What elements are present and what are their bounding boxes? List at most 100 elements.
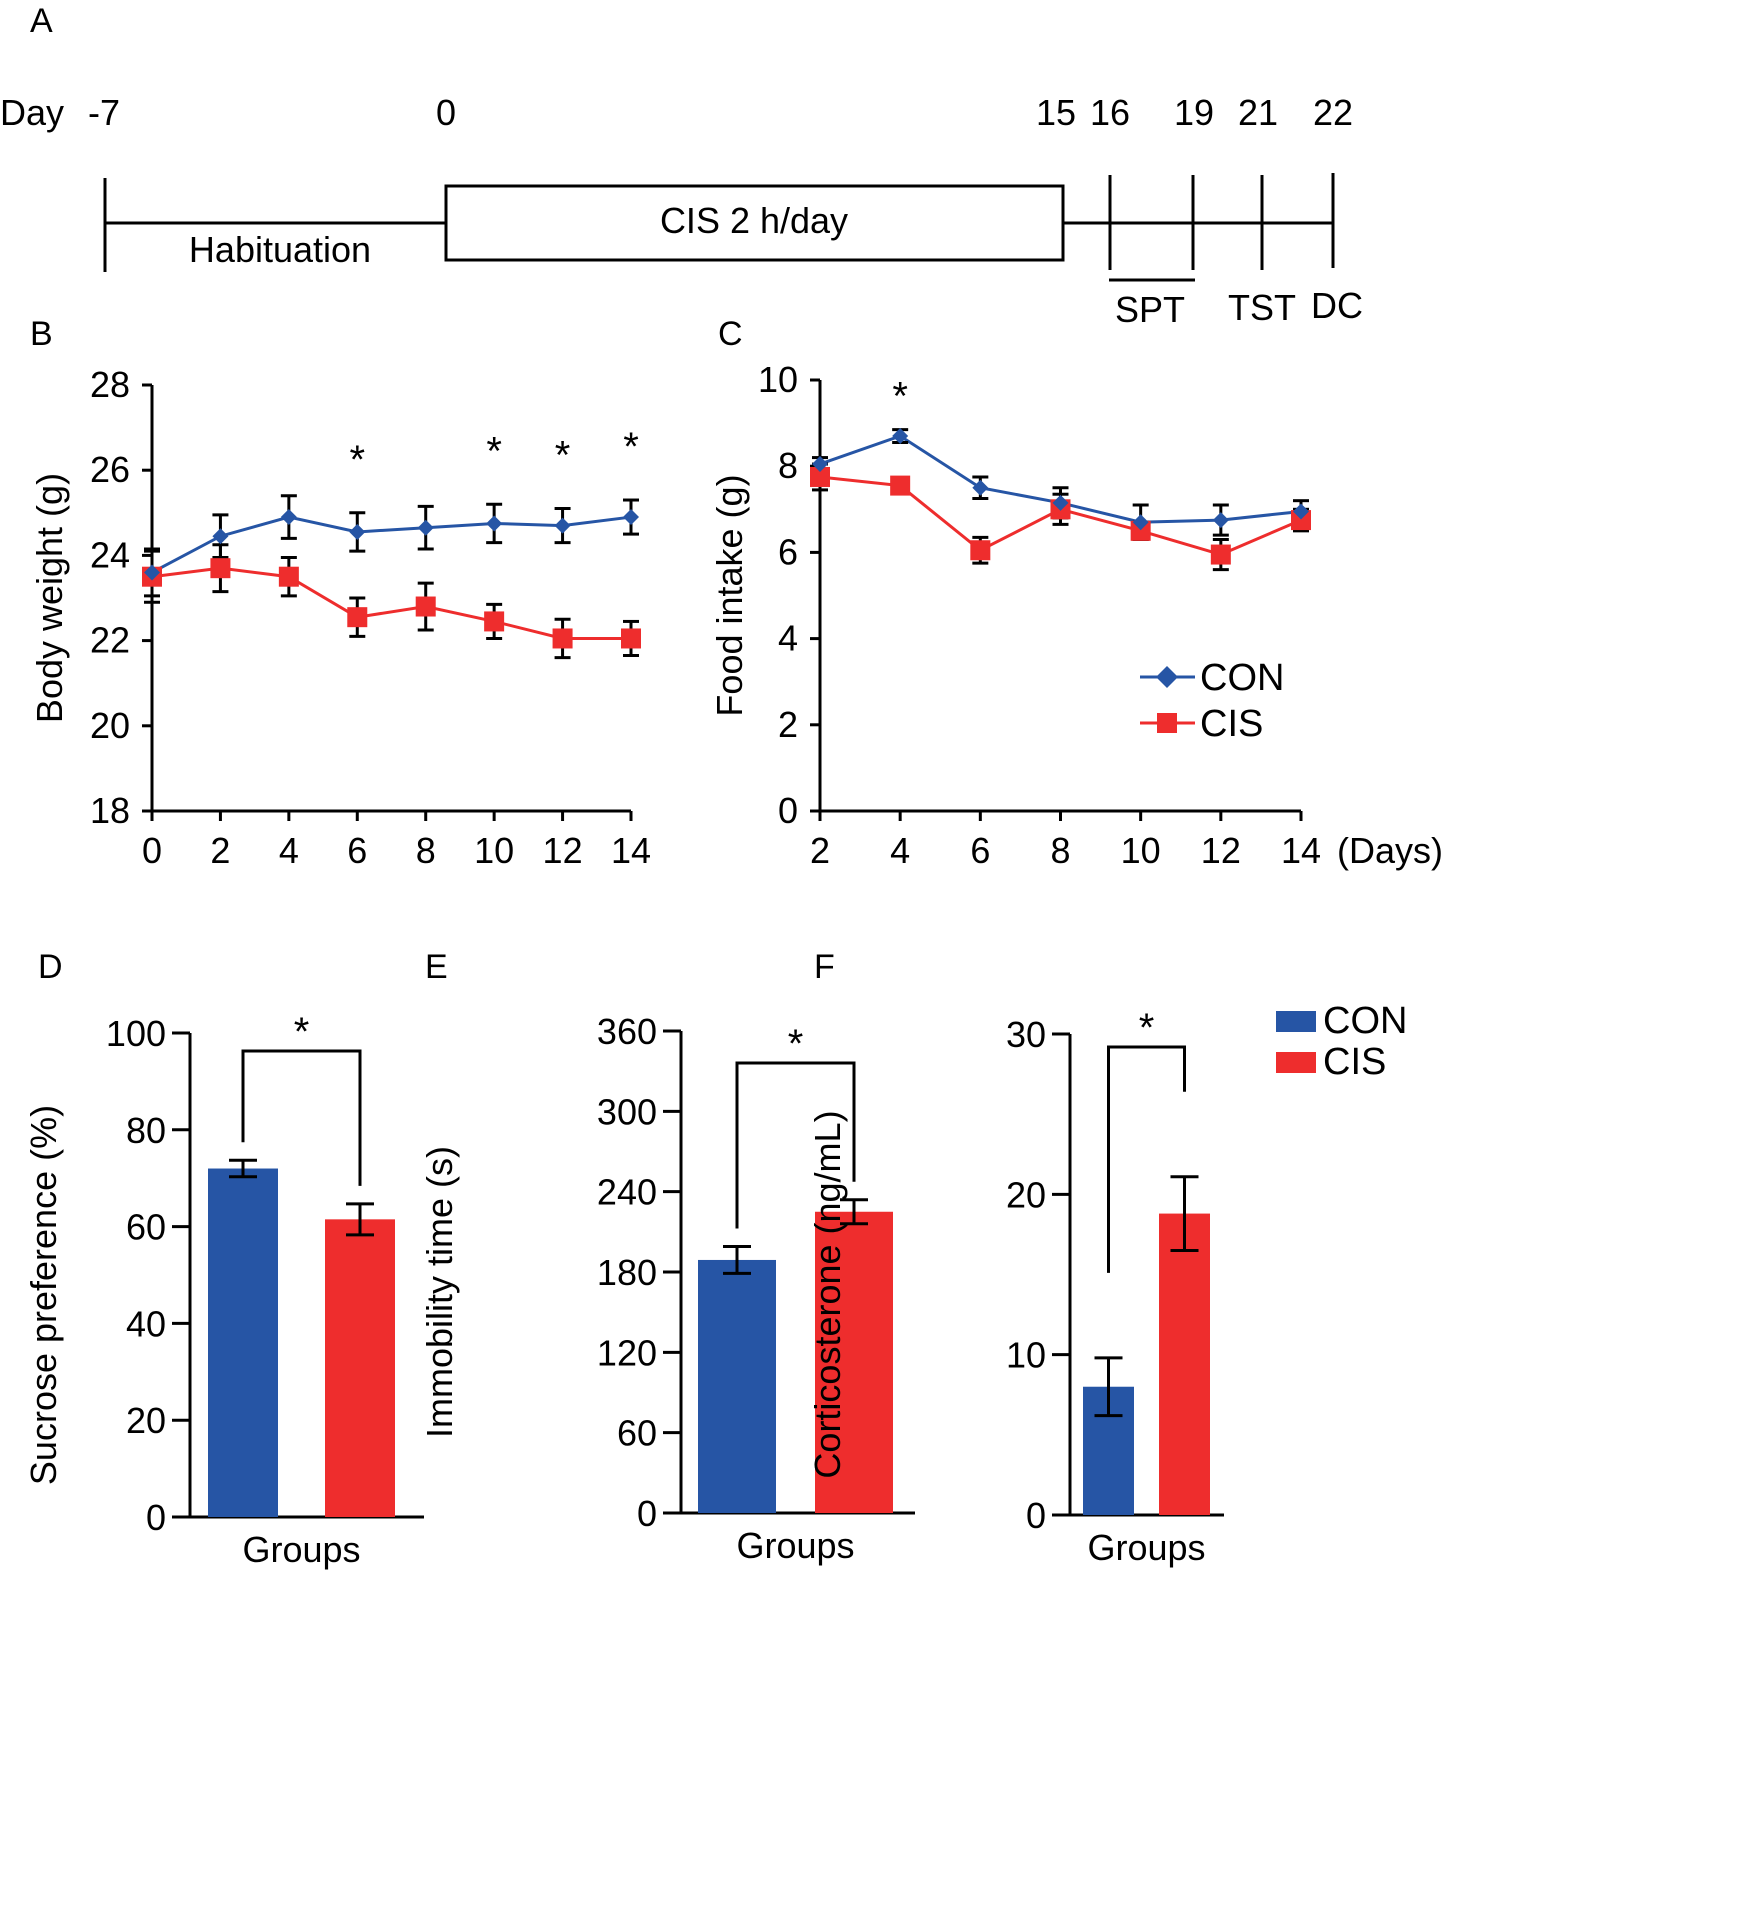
timeline-dc-label: DC [1311, 285, 1363, 326]
y-tick-label: 240 [597, 1172, 657, 1213]
data-point-con [144, 564, 160, 581]
panel-label-a: A [30, 2, 53, 40]
timeline-habituation-label: Habituation [189, 229, 371, 270]
bar-cis [815, 1211, 893, 1513]
timeline-day-0: 0 [436, 92, 456, 133]
bar-con [698, 1259, 776, 1513]
panel-e-immobility-time-chart: 0 60 120 180 240 300 360 Immobility time (s) Gro… [419, 1011, 915, 1566]
y-tick-label: 28 [90, 364, 130, 405]
significance-star: * [623, 425, 639, 469]
data-point-con [486, 515, 503, 532]
x-tick-label: 10 [1121, 830, 1161, 871]
data-point-cis [890, 475, 911, 496]
significance-star: * [555, 434, 571, 478]
timeline-day-21: 21 [1238, 92, 1278, 133]
timeline-day-19: 19 [1174, 92, 1214, 133]
legend-label-con: CON [1323, 1000, 1407, 1042]
y-tick-label: 20 [90, 705, 130, 746]
data-point-con [892, 428, 909, 445]
y-tick-label: 80 [126, 1110, 166, 1151]
y-tick-label: 30 [1006, 1014, 1046, 1055]
data-point-con [1293, 503, 1309, 520]
y-axis-title: Body weight (g) [29, 473, 70, 723]
panel-a-timeline: A Day -7 0 15 16 19 21 22 CIS 2 h/day Ha… [0, 2, 1363, 330]
legend-label-cis: CIS [1323, 1041, 1386, 1083]
significance-bracket [241, 1049, 362, 1186]
data-point-con [623, 509, 639, 526]
significance-star: * [788, 1022, 804, 1066]
data-point-cis [278, 566, 299, 587]
x-axis-title: (Days) [1337, 830, 1443, 871]
x-tick-label: 4 [279, 830, 299, 871]
legend-label-con: CON [1200, 657, 1284, 699]
y-tick-label: 26 [90, 449, 130, 490]
x-tick-label: 8 [416, 830, 436, 871]
data-point-con [1132, 514, 1149, 531]
data-point-con [280, 509, 297, 526]
y-tick-label: 6 [778, 531, 798, 572]
y-tick-label: 40 [126, 1303, 166, 1344]
y-tick-label: 60 [126, 1207, 166, 1248]
x-axis-title: Groups [736, 1525, 854, 1566]
data-point-con [1212, 512, 1229, 529]
panel-label-e: E [425, 948, 448, 986]
data-point-cis [347, 607, 368, 628]
x-tick-label: 6 [970, 830, 990, 871]
timeline-day-15: 15 [1036, 92, 1076, 133]
timeline-day-16: 16 [1090, 92, 1130, 133]
y-tick-label: 20 [126, 1400, 166, 1441]
data-point-con [417, 519, 434, 536]
data-point-cis [484, 611, 505, 632]
series-line-con [151, 515, 632, 574]
legend-marker-con [1156, 666, 1178, 688]
significance-bracket [1107, 1045, 1186, 1273]
y-tick-label: 300 [597, 1091, 657, 1132]
data-point-con [554, 517, 571, 534]
panel-f-corticosterone-chart: 0 10 20 30 Corticosterone (ng/mL) Groups * [807, 1006, 1224, 1568]
data-point-cis [1130, 520, 1151, 541]
x-tick-label: 14 [1281, 830, 1321, 871]
timeline-spt-label: SPT [1115, 289, 1185, 330]
y-tick-label: 18 [90, 790, 130, 831]
data-point-con [1052, 494, 1069, 511]
panel-label-f: F [814, 948, 835, 986]
significance-star: * [486, 429, 502, 473]
panel-label-d: D [38, 948, 63, 986]
data-point-cis [415, 596, 436, 617]
x-tick-label: 2 [210, 830, 230, 871]
timeline-cis-box [444, 184, 1065, 262]
legend-swatch-con [1276, 1011, 1316, 1032]
y-tick-label: 8 [778, 445, 798, 486]
bar-cis [1159, 1213, 1210, 1515]
timeline-tst-label: TST [1228, 287, 1296, 328]
timeline-day-label: Day [0, 92, 64, 133]
significance-bracket [735, 1061, 856, 1229]
y-axis-title: Food intake (g) [709, 474, 750, 716]
data-point-cis [810, 466, 830, 487]
y-tick-label: 60 [617, 1413, 657, 1454]
y-tick-label: 24 [90, 534, 130, 575]
significance-star: * [892, 375, 908, 419]
x-tick-label: 12 [1201, 830, 1241, 871]
timeline-day-minus7: -7 [88, 92, 120, 133]
panel-label-c: C [718, 315, 743, 353]
data-point-cis [210, 558, 231, 579]
data-point-cis [970, 540, 991, 561]
x-tick-label: 6 [347, 830, 367, 871]
y-tick-label: 0 [637, 1493, 657, 1534]
y-tick-label: 0 [1026, 1495, 1046, 1536]
bar-cis [325, 1219, 395, 1517]
data-point-con [212, 528, 229, 545]
y-tick-label: 0 [778, 790, 798, 831]
legend-marker-cis [1157, 713, 1177, 733]
y-axis-title: Sucrose preference (%) [23, 1105, 64, 1485]
x-tick-label: 2 [810, 830, 830, 871]
significance-star: * [294, 1010, 310, 1054]
x-tick-label: 10 [474, 830, 514, 871]
y-tick-label: 180 [597, 1252, 657, 1293]
series-line-cis [151, 566, 631, 640]
y-tick-label: 20 [1006, 1174, 1046, 1215]
